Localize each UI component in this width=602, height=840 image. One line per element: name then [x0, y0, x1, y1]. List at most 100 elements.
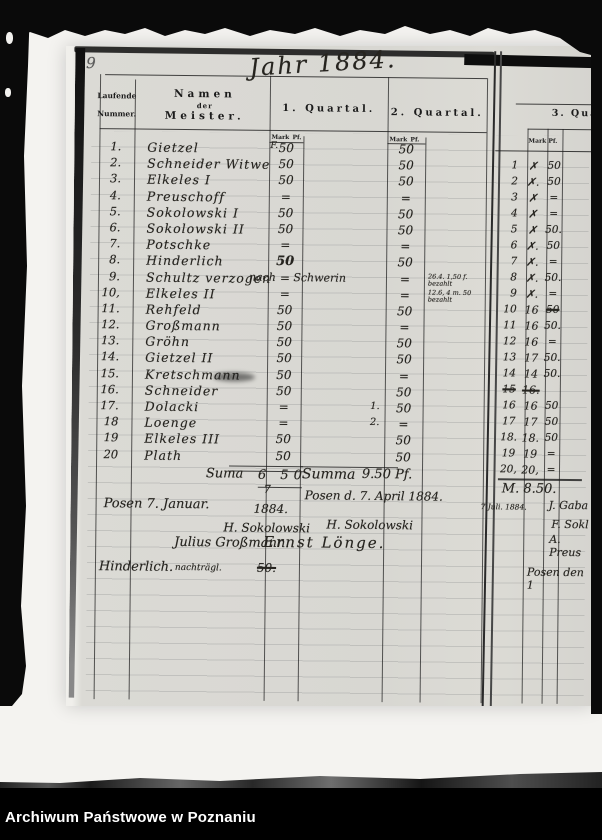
row-q1-value: =: [278, 399, 289, 415]
quartal3-total: M. 8.50.: [501, 481, 557, 497]
row-master-name: Großmann: [145, 317, 221, 334]
q3-row-number: 9: [510, 287, 517, 300]
row-q2-value: 50: [398, 174, 414, 189]
row-number: 15.: [100, 365, 120, 380]
q3-row-number: 15: [502, 383, 516, 396]
page-top-edge-right: [464, 54, 594, 69]
row-relocation-note: [249, 254, 361, 255]
right-header-top-line: [515, 103, 594, 106]
q3-row-mark: 20,: [521, 463, 539, 477]
summa-right-label: Summa: [301, 466, 356, 483]
q3-row-value: 50: [544, 431, 559, 444]
q3-row-mark: 16.: [522, 383, 540, 397]
summa-left-year: 1884.: [253, 501, 289, 517]
q3-row-mark: ✗: [528, 207, 538, 221]
q3-row-number: 2: [511, 175, 519, 188]
row-q2-value: =: [399, 287, 410, 303]
row-relocation-note: [247, 432, 359, 433]
row-payment-note: [427, 419, 489, 420]
addendum-value: 50.: [256, 560, 277, 575]
q3-row-number: 18.: [500, 431, 518, 444]
archive-name: Archiwum Państwowe w Poznaniu: [5, 809, 256, 826]
q3-row-value: 50.: [544, 319, 561, 332]
row-q2-value: 50: [397, 255, 413, 270]
row-q2-value: 50: [395, 401, 412, 416]
q3-row-mark: 16: [524, 319, 539, 333]
row-master-name: Gröhn: [145, 333, 190, 350]
row-master-name: Kretschmann: [144, 366, 241, 383]
q3-row-number: 6: [510, 239, 518, 252]
row-payment-note: [427, 338, 489, 339]
row-q1-value: =: [278, 416, 289, 431]
subheader-mark-q3: Mark: [528, 137, 547, 145]
row-q1-value: 50: [275, 432, 292, 447]
film-frame-left: [0, 6, 30, 706]
quartal3-row: 12 16 =: [499, 335, 591, 352]
row-q2-value: 50: [397, 206, 414, 222]
row-relocation-note: [250, 173, 362, 174]
q3-row-value: =: [546, 463, 556, 476]
column-header-quartal1: 1. Quartal.: [282, 103, 376, 115]
row-master-name: Elkeles III: [144, 430, 221, 447]
row-payment-note: [428, 241, 490, 242]
row-master-name: Rehfeld: [145, 301, 202, 318]
row-number: 6.: [109, 220, 121, 235]
row-q1-value: 50: [278, 157, 294, 172]
row-master-name: Gietzel: [147, 139, 199, 156]
q3-row-number: 7: [510, 255, 518, 268]
row-master-name: Schneider: [144, 382, 219, 399]
column-header-nummer: Nummer.: [97, 109, 137, 119]
row-relocation-note: [249, 303, 361, 304]
row-master-name: Dolacki: [144, 398, 200, 415]
addendum-note: nachträgl.: [174, 562, 222, 574]
row-master-name: Sokolowski II: [146, 220, 245, 237]
row-number: 16.: [100, 381, 119, 397]
quartal3-row: 7 ✗. =: [500, 255, 592, 272]
row-payment-note: 12.6, 4 m. 50 bezahlt: [427, 288, 472, 304]
q3-row-number: 12: [502, 335, 517, 348]
row-payment-note: [426, 451, 488, 452]
row-q1-value: 50: [276, 383, 292, 398]
row-number: 5.: [109, 203, 121, 219]
row-number: 7.: [109, 236, 121, 251]
q3-row-number: 17: [502, 415, 516, 428]
film-speck: [5, 88, 11, 97]
row-master-name: Elkeles II: [145, 285, 216, 302]
row-number: 3.: [109, 171, 122, 186]
row-master-name: Preuschoff: [146, 188, 226, 204]
row-payment-note: [429, 160, 491, 161]
row-number: 17.: [100, 398, 119, 413]
row-number: 18: [103, 414, 119, 429]
q3-row-number: 14: [502, 367, 517, 380]
row-relocation-note: [249, 319, 361, 320]
row-q2-value: 50: [396, 385, 412, 400]
q3-row-number: 1: [511, 159, 519, 172]
row-q1-value: =: [280, 189, 291, 204]
quartal3-row: 20, 20, =: [498, 463, 590, 480]
row-q1-value: 50: [277, 221, 294, 237]
q3-row-mark: ✗.: [525, 255, 539, 269]
row-q1-value: 50: [275, 448, 291, 463]
quartal3-row: 1 ✗ 50: [501, 159, 593, 176]
summa-left-value: 6 50: [257, 467, 307, 484]
row-q2-value: 50: [395, 433, 412, 448]
row-number: 1.: [110, 139, 122, 154]
page-content: 9 Jahr 1884. Laufende Nummer. Namen der …: [66, 46, 594, 706]
q3-row-mark: 14: [523, 367, 539, 381]
q3-row-number: 5: [510, 223, 518, 236]
row-q1-value: 50: [278, 173, 294, 188]
quartal3-row: 4 ✗ =: [501, 207, 593, 224]
q3-row-mark: 17: [524, 351, 539, 365]
row-number: 11.: [101, 301, 120, 316]
q3-row-number: 13: [502, 351, 517, 364]
quartal3-row: 13 17 50.: [499, 351, 591, 368]
subheader-pf-q3: Pf.: [548, 137, 558, 145]
right-header-mid-line: [527, 128, 594, 131]
row-q1-value: =: [280, 238, 291, 253]
row-q2-value: 50: [395, 449, 411, 464]
row-number: 14.: [100, 349, 120, 364]
q3-row-value: =: [547, 335, 557, 348]
q3-row-mark: ✗.: [526, 175, 540, 189]
quartal3-row: 14 14 50.: [499, 367, 591, 384]
quartal3-row: 15 16.: [499, 383, 591, 400]
